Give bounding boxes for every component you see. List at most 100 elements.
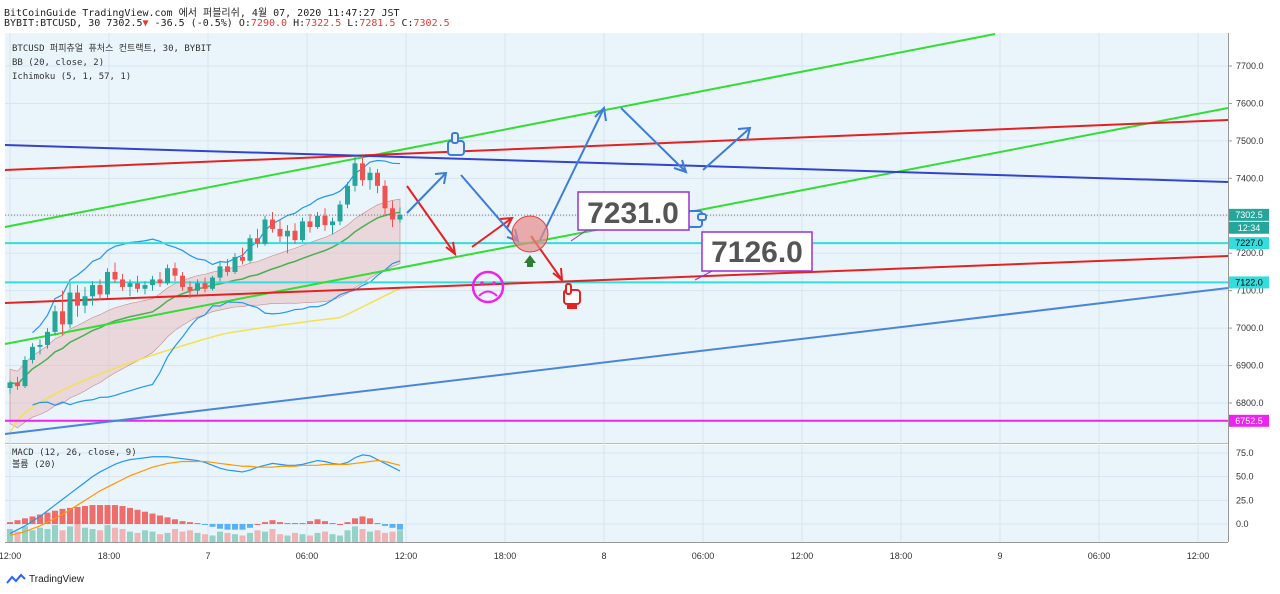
time-tick-label: 7 xyxy=(205,551,210,561)
volume-bar xyxy=(29,530,36,542)
candle-body xyxy=(82,296,88,306)
candle-body xyxy=(157,279,163,284)
candle-body xyxy=(345,185,350,205)
volume-bar xyxy=(127,531,133,542)
macd-hist-bar xyxy=(142,511,148,524)
price-tag-bg xyxy=(1229,237,1269,250)
volume-legend[interactable]: 볼륨 (20) xyxy=(12,459,56,470)
macd-hist-bar xyxy=(262,522,268,524)
price-tag-label: 7122.0 xyxy=(1235,277,1263,287)
candle-body xyxy=(7,382,13,389)
time-tick-label: 18:00 xyxy=(494,551,517,561)
volume-bar xyxy=(59,530,66,542)
volume-bar xyxy=(194,532,201,542)
time-axis[interactable]: 12:00 18:00 7 06:00 12:00 18:00 8 06:00 12:00 18:… xyxy=(0,551,1209,561)
volume-bar xyxy=(314,532,321,542)
candle-body xyxy=(120,279,125,287)
red-resistance-line[interactable] xyxy=(4,119,1229,171)
macd-hist-bar xyxy=(337,524,343,525)
macd-hist-bar xyxy=(277,522,283,524)
volume-bar xyxy=(89,529,96,542)
blue-forecast-arrows[interactable] xyxy=(406,105,752,243)
candle-body xyxy=(217,266,223,278)
volume-bar xyxy=(284,535,291,542)
macd-hist-bar xyxy=(157,515,163,524)
highlight-circle xyxy=(511,215,549,253)
macd-hist-bar xyxy=(322,521,328,524)
macd-hist-bar xyxy=(59,508,66,524)
red-support-line[interactable] xyxy=(4,255,1229,304)
macd-axis[interactable]: 75.0 50.0 25.0 0.0 xyxy=(1236,448,1254,529)
macd-hist-bar xyxy=(149,513,156,524)
volume-bar xyxy=(269,529,276,542)
volume-bar xyxy=(112,527,118,542)
callout-7126-text: 7126.0 xyxy=(711,236,803,269)
pointing-up-hand-icon xyxy=(447,132,465,156)
candle-body xyxy=(330,221,335,226)
price-tag-bg xyxy=(1229,414,1269,427)
candle-body xyxy=(127,283,133,287)
macd-hist-bar xyxy=(134,509,141,524)
price-tag-label: 6752.5 xyxy=(1235,416,1263,426)
pointing-down-hand-icon xyxy=(563,283,581,309)
macd-tick-label: 75.0 xyxy=(1236,448,1254,458)
price-tick-label: 7600.0 xyxy=(1236,98,1264,108)
volume-bar xyxy=(254,530,261,542)
candle-body xyxy=(337,204,343,222)
time-tick-label: 12:00 xyxy=(1187,551,1210,561)
price-tick-label: 7400.0 xyxy=(1236,173,1264,183)
price-tick-label: 7700.0 xyxy=(1236,61,1264,71)
price-callout-7231[interactable]: 7231.0 xyxy=(570,191,690,242)
macd-hist-bar xyxy=(344,522,351,524)
macd-hist-bar xyxy=(74,506,81,524)
open-value: 7290.0 xyxy=(250,18,288,29)
price-tag-bg xyxy=(1229,276,1269,289)
light-blue-up-line[interactable] xyxy=(4,287,1229,435)
macd-hist-bar xyxy=(172,519,178,524)
price-tag-bg xyxy=(1229,221,1269,234)
candle-body xyxy=(15,382,20,387)
candle-body xyxy=(187,286,193,291)
volume-bar xyxy=(179,531,186,542)
price-tag-label: 7227.0 xyxy=(1235,238,1263,248)
candle-body xyxy=(247,238,253,261)
macd-hist-bar xyxy=(14,520,21,524)
volume-bar xyxy=(337,535,343,542)
time-tick-label: 06:00 xyxy=(296,551,319,561)
blue-down-line[interactable] xyxy=(4,144,1229,183)
volume-bar xyxy=(262,531,268,542)
macd-tick-label: 0.0 xyxy=(1236,519,1249,529)
price-callout-7126[interactable]: 7126.0 xyxy=(694,231,813,281)
macd-hist-bar xyxy=(104,505,111,524)
candle-body xyxy=(270,219,275,229)
macd-hist-bar xyxy=(82,506,88,524)
green-channel-upper[interactable] xyxy=(4,33,996,228)
macd-hist-bar xyxy=(397,524,403,530)
volume-bar xyxy=(119,529,126,542)
volume-bar xyxy=(374,530,381,542)
volume-bar xyxy=(299,534,306,542)
price-tag-label: 7302.5 xyxy=(1235,210,1263,220)
sad-face-icon xyxy=(471,270,505,304)
macd-hist-bar xyxy=(89,505,96,524)
volume-bar xyxy=(382,532,388,542)
macd-legend[interactable]: MACD (12, 26, close, 9) xyxy=(12,448,137,458)
price-tick-label: 6900.0 xyxy=(1236,361,1264,371)
volume-bar xyxy=(292,532,298,542)
low-label: L: xyxy=(347,18,360,29)
high-label: H: xyxy=(293,18,306,29)
footer-brand[interactable]: TradingView xyxy=(6,573,84,585)
bb-legend[interactable]: BB (20, close, 2) xyxy=(12,58,104,68)
macd-hist-bar xyxy=(44,512,51,524)
volume-bar xyxy=(67,526,73,542)
volume-bar xyxy=(52,525,58,542)
pointing-right-hand-icon xyxy=(687,210,707,228)
candle-body xyxy=(52,311,58,332)
bb-upper-band xyxy=(32,159,401,334)
price-axis[interactable]: 7700.07600.07500.07400.07300.07200.07100… xyxy=(1228,61,1264,408)
macd-hist-bar xyxy=(22,518,28,524)
volume-bar xyxy=(389,531,396,542)
ichimoku-legend[interactable]: Ichimoku (5, 1, 57, 1) xyxy=(12,72,131,82)
macd-hist-bar xyxy=(352,518,358,524)
